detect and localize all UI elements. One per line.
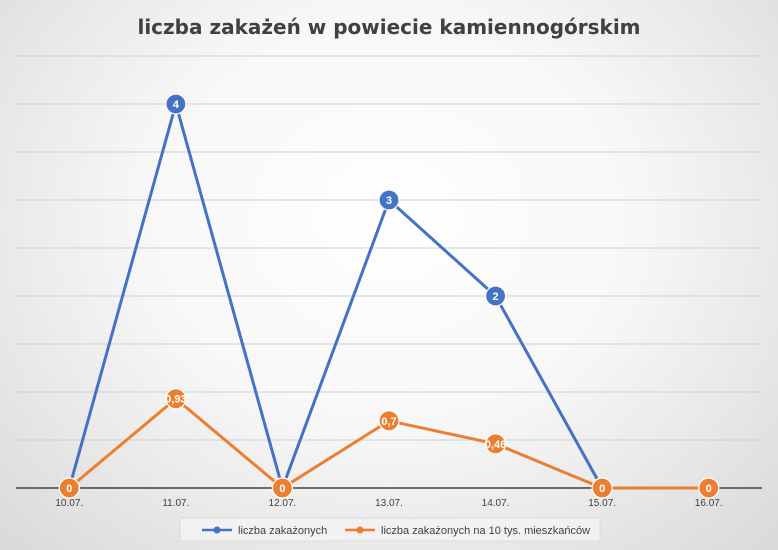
series-group: 0 4 0 3 2 00 0,93 0 0,7 0,46 0 0 — [58, 93, 720, 499]
legend-label: liczba zakażonych — [238, 525, 327, 537]
data-point — [165, 388, 187, 410]
data-point — [484, 285, 507, 307]
legend-item: liczba zakażonych — [202, 525, 327, 537]
chart-title: liczba zakażeń w powiecie kamiennogórski… — [137, 15, 640, 39]
data-label: 0,93 — [165, 394, 186, 406]
data-point — [484, 433, 507, 455]
legend: liczba zakażonych liczba zakażonych na 10… — [179, 517, 601, 542]
data-label: 4 — [173, 99, 180, 111]
data-label: 0 — [599, 483, 605, 495]
legend-marker — [213, 526, 221, 534]
data-point — [58, 477, 80, 499]
series-2: 0 0,93 0 0,7 0,46 0 0 — [58, 388, 720, 499]
x-tick-label: 10.07. — [55, 498, 83, 509]
data-label: 2 — [493, 291, 499, 303]
series-line — [67, 102, 604, 490]
x-tick-label: 13.07. — [375, 498, 403, 509]
x-tick-label: 16.07. — [695, 498, 723, 509]
legend-marker — [356, 526, 364, 534]
data-point — [698, 477, 720, 499]
data-label: 0,7 — [381, 416, 396, 428]
x-tick-label: 14.07. — [482, 498, 510, 509]
x-axis: 10.07. 11.07. 12.07. 13.07. 14.07. 15.07. 16.0… — [16, 487, 762, 509]
gridlines — [16, 55, 762, 441]
data-point — [591, 477, 613, 499]
legend-item: liczba zakażonych na 10 tys. mieszkańców — [345, 525, 590, 537]
legend-box — [179, 517, 601, 542]
data-point — [165, 93, 187, 115]
x-tick-label: 11.07. — [162, 498, 189, 509]
x-tick-label: 12.07. — [269, 498, 297, 509]
data-label: 0,46 — [485, 439, 506, 451]
data-label: 0 — [66, 483, 72, 495]
data-point — [271, 477, 294, 499]
data-label: 0 — [706, 483, 712, 495]
data-point — [378, 410, 400, 432]
data-point — [378, 189, 400, 211]
legend-label: liczba zakażonych na 10 tys. mieszkańców — [381, 525, 590, 537]
data-label: 3 — [386, 195, 392, 207]
x-tick-label: 15.07. — [588, 498, 616, 509]
data-label: 0 — [279, 483, 285, 495]
